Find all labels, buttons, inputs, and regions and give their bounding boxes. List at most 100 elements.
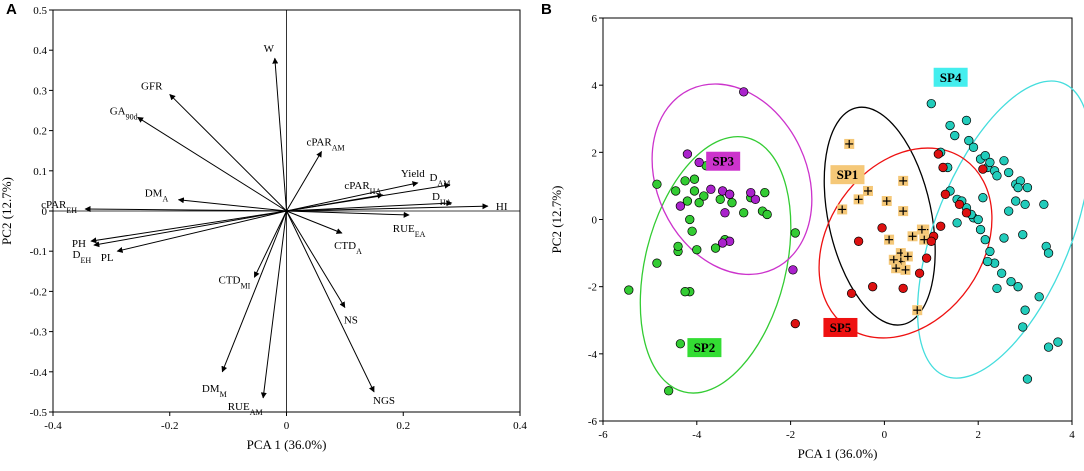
point-sp2 (682, 196, 693, 206)
point-sp4 (1043, 248, 1054, 258)
point-sp1 (844, 138, 855, 149)
point-sp4 (1013, 182, 1023, 193)
scatter-x-tick-label: 0 (882, 429, 888, 441)
point-sp3 (717, 238, 728, 248)
vector-arrow (177, 197, 287, 212)
point-sp1 (900, 264, 911, 275)
scatter-y-tick-label: 6 (592, 13, 598, 25)
biplot-y-axis-label: PC2 (12.7%) (0, 177, 14, 245)
point-sp2 (694, 198, 704, 208)
scatter-plot-frame (602, 17, 1073, 422)
point-sp1 (881, 196, 892, 207)
point-sp2 (624, 285, 634, 295)
biplot-y-tick-label: 0.3 (33, 85, 47, 97)
point-sp1 (888, 254, 899, 265)
scatter-x-tick-label: -4 (692, 429, 702, 441)
point-sp2 (689, 174, 700, 184)
point-sp5 (961, 208, 972, 218)
point-sp4 (1006, 276, 1016, 287)
point-sp2 (715, 194, 725, 205)
point-sp1 (912, 305, 923, 316)
point-sp3 (675, 201, 686, 211)
ellipse-sp4 (916, 80, 1084, 379)
ellipse-sp3 (651, 83, 813, 276)
scatter-x-axis-label: PCA 1 (36.0%) (798, 446, 878, 461)
biplot-x-tick-label: 0.2 (396, 420, 410, 432)
point-sp4 (1004, 206, 1014, 216)
ellipse-sp2 (639, 135, 792, 394)
point-sp4 (973, 214, 983, 225)
point-sp5 (921, 253, 932, 263)
group-label-sp5: SP5 (830, 320, 852, 335)
point-sp2 (710, 243, 721, 253)
point-sp4 (961, 115, 972, 126)
vector-label: W (264, 43, 275, 55)
point-sp2 (687, 226, 697, 236)
vector-arrow (286, 181, 419, 212)
point-sp4 (992, 171, 1002, 181)
biplot-y-tick-label: 0 (42, 206, 48, 218)
group-label-sp1: SP1 (837, 167, 859, 182)
point-sp3 (682, 149, 693, 159)
point-sp5 (936, 221, 946, 231)
point-sp2 (689, 186, 700, 196)
point-sp1 (898, 175, 909, 186)
point-sp4 (1018, 322, 1028, 332)
scatter-y-tick-label: -6 (588, 416, 598, 428)
point-sp1 (919, 234, 930, 245)
point-sp4 (945, 120, 955, 131)
vector-arrow (84, 206, 287, 213)
vector-label: GA90d (110, 105, 138, 121)
point-sp4 (964, 135, 974, 146)
vector-label: NGS (373, 395, 395, 407)
point-sp4 (950, 130, 960, 141)
vector-arrow (253, 210, 287, 278)
point-sp4 (997, 268, 1007, 278)
scatter-y-tick-label: 0 (592, 215, 598, 227)
vector-label: cPAREH (41, 199, 77, 215)
biplot-y-tick-label: 0.1 (33, 166, 47, 178)
point-sp4 (992, 283, 1002, 293)
point-sp1 (907, 231, 918, 242)
point-sp2 (699, 191, 709, 201)
biplot-x-axis-label: PCA 1 (36.0%) (247, 437, 327, 452)
vector-arrow (116, 210, 287, 253)
biplot-x-tick-label: 0 (284, 420, 290, 432)
vector-label: CTDA (334, 240, 362, 256)
point-sp4 (926, 98, 936, 109)
vector-arrow (286, 150, 322, 212)
biplot-x-tick-label: -0.4 (44, 420, 62, 432)
point-sp4 (985, 157, 995, 168)
group-label-bg-sp3 (706, 151, 741, 171)
point-sp4 (1004, 167, 1014, 178)
point-sp3 (750, 194, 761, 205)
point-sp4 (1013, 282, 1023, 292)
vector-arrow (137, 116, 287, 212)
point-sp4 (980, 234, 990, 245)
ellipse-sp1 (823, 106, 936, 326)
vector-label: PH (72, 238, 86, 250)
point-sp4 (1020, 305, 1030, 315)
biplot-x-tick-label: -0.2 (161, 420, 178, 432)
vector-arrow (286, 203, 489, 212)
vector-arrow (272, 57, 287, 212)
point-sp4 (1053, 337, 1063, 347)
point-sp4 (1022, 374, 1033, 384)
point-sp4 (985, 246, 995, 257)
biplot-y-tick-label: 0.4 (33, 45, 47, 57)
point-sp4 (1018, 229, 1028, 240)
biplot-y-tick-label: 0.5 (33, 5, 47, 17)
vector-arrow (286, 182, 451, 212)
vector-arrow (286, 200, 453, 212)
point-sp3 (720, 208, 730, 218)
vector-arrow (90, 210, 287, 244)
point-sp5 (853, 236, 864, 246)
point-sp2 (652, 258, 662, 268)
point-sp2 (727, 198, 737, 208)
point-sp2 (685, 214, 695, 225)
point-sp2 (673, 241, 683, 252)
biplot-y-tick-label: -0.4 (30, 367, 48, 379)
panel-label-b: B (541, 1, 552, 18)
point-sp2 (664, 386, 674, 396)
